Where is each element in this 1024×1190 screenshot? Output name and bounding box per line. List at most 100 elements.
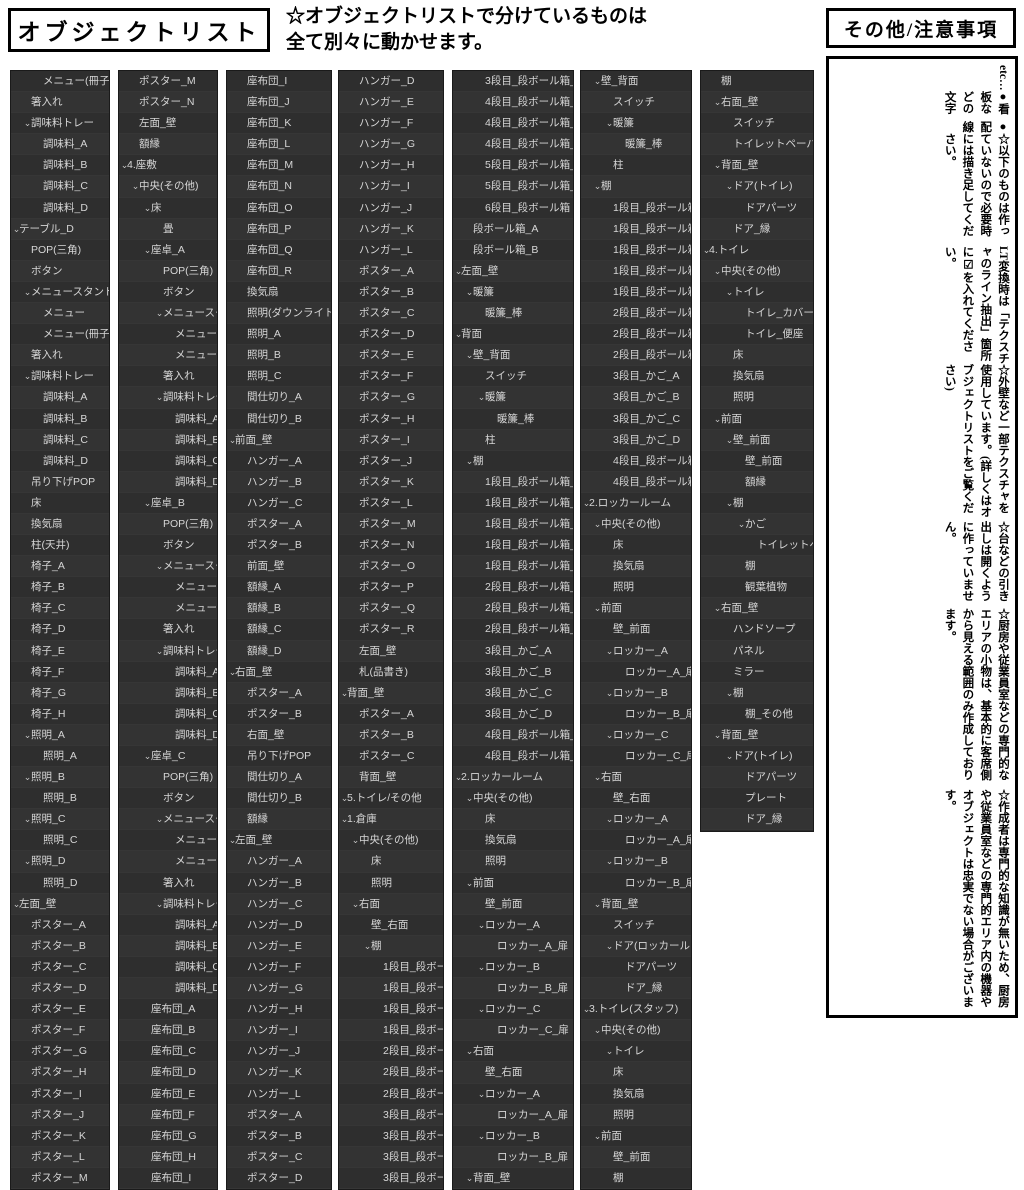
tree-item[interactable]: ボタン bbox=[11, 260, 109, 282]
tree-item[interactable]: ドアパーツ bbox=[701, 197, 813, 219]
chevron-down-icon[interactable]: ⌄ bbox=[23, 286, 32, 297]
tree-item[interactable]: ポスター_J bbox=[11, 1104, 109, 1126]
tree-item[interactable]: ポスター_J bbox=[339, 450, 443, 472]
tree-item[interactable]: 座布団_P bbox=[227, 218, 331, 240]
tree-item[interactable]: 座布団_D bbox=[119, 1062, 217, 1084]
chevron-down-icon[interactable]: ⌄ bbox=[582, 1004, 591, 1015]
tree-item[interactable]: ⌄ 背面 bbox=[453, 324, 573, 346]
tree-item[interactable]: ⌄ ロッカー_A bbox=[581, 809, 691, 831]
tree-item[interactable]: 前面_壁 bbox=[227, 556, 331, 578]
tree-item[interactable]: 調味料_A bbox=[119, 914, 217, 936]
chevron-down-icon[interactable]: ⌄ bbox=[454, 265, 463, 276]
tree-item[interactable]: ポスター_A bbox=[227, 682, 331, 704]
tree-item[interactable]: 座布団_R bbox=[227, 260, 331, 282]
chevron-down-icon[interactable]: ⌄ bbox=[725, 434, 734, 445]
tree-item[interactable]: 調味料_D bbox=[11, 197, 109, 219]
tree-item[interactable]: ロッカー_A_扉 bbox=[581, 830, 691, 852]
chevron-down-icon[interactable]: ⌄ bbox=[737, 518, 746, 529]
chevron-down-icon[interactable]: ⌄ bbox=[23, 814, 32, 825]
tree-item[interactable]: ⌄ 棚 bbox=[339, 935, 443, 957]
tree-item[interactable]: ⌄ トイレ bbox=[701, 281, 813, 304]
tree-item[interactable]: ポスター_F bbox=[339, 366, 443, 388]
tree-item[interactable]: ⌄ ロッカー_C bbox=[453, 999, 573, 1021]
tree-item[interactable]: 2段目_段ボール箱_C bbox=[339, 1083, 443, 1105]
chevron-down-icon[interactable]: ⌄ bbox=[593, 181, 602, 192]
tree-item[interactable]: 3段目_かご_D bbox=[581, 429, 691, 451]
tree-item[interactable]: ハンガー_J bbox=[339, 197, 443, 219]
chevron-down-icon[interactable]: ⌄ bbox=[477, 961, 486, 972]
tree-item[interactable]: 棚 bbox=[701, 71, 813, 93]
tree-item[interactable]: 照明_C bbox=[11, 830, 109, 852]
tree-item[interactable]: プレート bbox=[701, 788, 813, 810]
tree-item[interactable]: 座布団_Q bbox=[227, 239, 331, 261]
chevron-down-icon[interactable]: ⌄ bbox=[465, 877, 474, 888]
chevron-down-icon[interactable]: ⌄ bbox=[713, 97, 722, 108]
tree-item[interactable]: ⌄ ロッカー_A bbox=[453, 914, 573, 936]
tree-item[interactable]: ⌄ 座卓_C bbox=[119, 746, 217, 768]
tree-item[interactable]: メニュー bbox=[119, 830, 217, 852]
tree-item[interactable]: ⌄ 中央(その他) bbox=[581, 1020, 691, 1042]
tree-item[interactable]: ⌄ ドア(トイレ) bbox=[701, 746, 813, 768]
chevron-down-icon[interactable]: ⌄ bbox=[477, 1130, 486, 1141]
tree-item[interactable]: ⌄ 1.倉庫 bbox=[339, 809, 443, 831]
chevron-down-icon[interactable]: ⌄ bbox=[582, 497, 591, 508]
tree-item[interactable]: ポスター_C bbox=[227, 1146, 331, 1168]
tree-item[interactable]: 1段目_段ボール箱_A bbox=[453, 471, 573, 493]
tree-item[interactable]: 柱 bbox=[581, 155, 691, 177]
tree-item[interactable]: 床 bbox=[701, 345, 813, 367]
tree-item[interactable]: 6段目_段ボール箱 bbox=[453, 197, 573, 219]
tree-item[interactable]: メニュー(冊子) bbox=[11, 324, 109, 346]
tree-item[interactable]: ⌄ かご bbox=[701, 513, 813, 536]
tree-item[interactable]: 壁_右面 bbox=[339, 914, 443, 936]
tree-item[interactable]: 座布団_G bbox=[119, 1125, 217, 1147]
tree-item[interactable]: 暖簾_棒 bbox=[453, 408, 573, 430]
tree-item[interactable]: 座布団_K bbox=[227, 113, 331, 135]
tree-item[interactable]: 壁_前面 bbox=[453, 893, 573, 915]
tree-item[interactable]: 2段目_段ボール箱_A bbox=[339, 1041, 443, 1063]
tree-item[interactable]: 調味料_A bbox=[119, 408, 217, 430]
tree-item[interactable]: ⌄ 壁_背面 bbox=[453, 345, 573, 367]
tree-item[interactable]: ⌄ 照明_A bbox=[11, 724, 109, 746]
tree-item[interactable]: 照明 bbox=[339, 872, 443, 894]
tree-item[interactable]: ⌄ 中央(その他) bbox=[453, 788, 573, 810]
tree-item[interactable]: 壁_前面 bbox=[581, 619, 691, 641]
tree-item[interactable]: 箸入れ bbox=[119, 619, 217, 641]
chevron-down-icon[interactable]: ⌄ bbox=[23, 118, 32, 129]
tree-item[interactable]: 調味料_A bbox=[119, 661, 217, 683]
chevron-down-icon[interactable]: ⌄ bbox=[351, 898, 360, 909]
tree-item[interactable]: ⌄ ロッカー_C bbox=[581, 724, 691, 746]
tree-item[interactable]: ⌄調味料トレー bbox=[119, 640, 217, 662]
tree-item[interactable]: 暖簾_棒 bbox=[453, 303, 573, 325]
tree-item[interactable]: ポスター_B bbox=[339, 724, 443, 746]
chevron-down-icon[interactable]: ⌄ bbox=[477, 919, 486, 930]
chevron-down-icon[interactable]: ⌄ bbox=[477, 1004, 486, 1015]
tree-item[interactable]: ⌄調味料トレー bbox=[11, 366, 109, 388]
chevron-down-icon[interactable]: ⌄ bbox=[228, 835, 237, 846]
tree-item[interactable]: 照明 bbox=[581, 577, 691, 599]
tree-item[interactable]: 2段目_段ボール箱_B bbox=[339, 1062, 443, 1084]
chevron-down-icon[interactable]: ⌄ bbox=[593, 1025, 602, 1036]
tree-item[interactable]: スイッチ bbox=[581, 914, 691, 936]
chevron-down-icon[interactable]: ⌄ bbox=[713, 265, 722, 276]
tree-item[interactable]: トイレ_便座 bbox=[701, 324, 813, 346]
tree-item[interactable]: 箸入れ bbox=[119, 872, 217, 894]
tree-item[interactable]: 照明_C bbox=[227, 366, 331, 388]
tree-item[interactable]: ⌄ 前面 bbox=[453, 872, 573, 894]
tree-item[interactable]: ハンガー_E bbox=[339, 92, 443, 114]
tree-item[interactable]: ハンガー_D bbox=[227, 914, 331, 936]
tree-item[interactable]: ⌄ 2.ロッカールーム bbox=[581, 492, 691, 514]
tree-item[interactable]: 畳 bbox=[119, 218, 217, 240]
tree-item[interactable]: 調味料_B bbox=[119, 935, 217, 957]
tree-item[interactable]: 照明_A bbox=[11, 746, 109, 768]
tree-item[interactable]: 2段目_段ボール箱_C bbox=[453, 619, 573, 641]
tree-item[interactable]: ハンガー_F bbox=[227, 956, 331, 979]
tree-item[interactable]: 3段目_かご_B bbox=[581, 387, 691, 409]
tree-item[interactable]: トイレットペーパー bbox=[701, 535, 813, 557]
tree-item[interactable]: ポスター_L bbox=[11, 1146, 109, 1168]
tree-item[interactable]: メニュー(冊子) bbox=[119, 598, 217, 620]
chevron-down-icon[interactable]: ⌄ bbox=[228, 666, 237, 677]
tree-item[interactable]: ハンガー_B bbox=[227, 872, 331, 894]
tree-item[interactable]: トイレ_カバー bbox=[701, 303, 813, 325]
chevron-down-icon[interactable]: ⌄ bbox=[477, 392, 486, 403]
tree-item[interactable]: 4段目_段ボール箱_A bbox=[453, 724, 573, 746]
